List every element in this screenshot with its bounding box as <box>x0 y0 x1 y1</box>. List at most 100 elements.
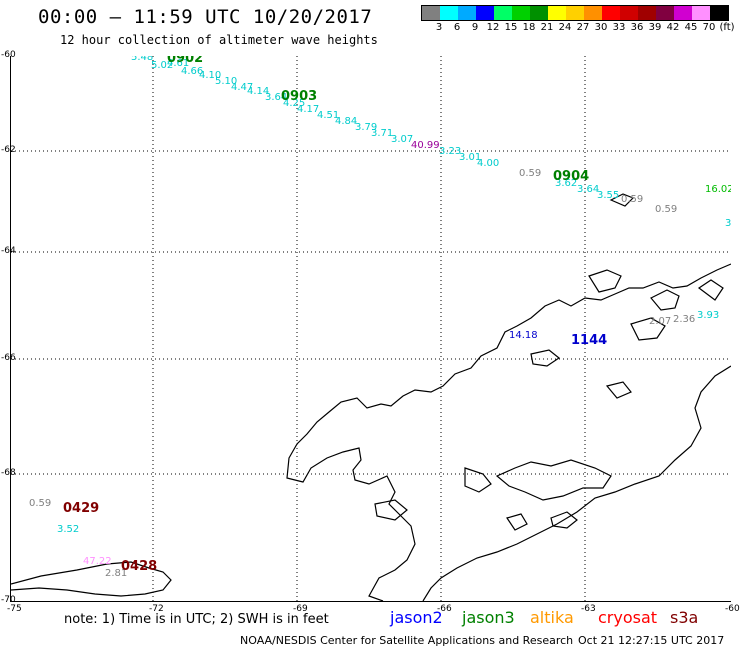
latitude-label: -66 <box>1 353 16 363</box>
wave-height-label: 3.71 <box>371 128 393 139</box>
wave-height-label: 4.61 <box>167 58 189 69</box>
latitude-label: -68 <box>1 468 16 478</box>
legend-label: 45 <box>684 22 698 33</box>
wave-height-label: 40.99 <box>411 140 440 151</box>
graticule <box>11 56 731 601</box>
wave-height-label: 0.59 <box>655 204 677 215</box>
legend-label: 39 <box>648 22 662 33</box>
wave-height-label: 3.93 <box>697 310 719 321</box>
wave-height-label: 5.10 <box>215 76 237 87</box>
legend-label: 6 <box>453 22 461 33</box>
legend-label: 36 <box>630 22 644 33</box>
map-title: 00:00 – 11:59 UTC 10/20/2017 <box>38 6 373 28</box>
legend-swatch <box>674 6 692 20</box>
wave-height-label: 4.00 <box>477 158 499 169</box>
legend-swatch <box>602 6 620 20</box>
map-canvas: 5.485.024.614.664.105.104.474.143.644.25… <box>11 56 731 601</box>
latitude-label: -62 <box>1 145 16 155</box>
wave-height-label: 3.79 <box>355 122 377 133</box>
wave-height-label: 5.02 <box>151 60 173 71</box>
wave-height-label: 2.81 <box>105 568 127 579</box>
legend-label: 18 <box>522 22 536 33</box>
wave-height-label: 14.18 <box>509 330 538 341</box>
wave-height-label: 3.62 <box>555 178 577 189</box>
legend-swatch <box>584 6 602 20</box>
legend-swatch <box>638 6 656 20</box>
wave-height-label: 47.22 <box>83 556 112 567</box>
longitude-label: -66 <box>437 604 452 614</box>
satellite-name: altika <box>530 608 574 627</box>
legend-swatch <box>548 6 566 20</box>
pass-time-label: 0429 <box>63 501 99 516</box>
legend-swatch <box>566 6 584 20</box>
legend-label: 9 <box>471 22 479 33</box>
legend-swatch <box>458 6 476 20</box>
satellite-name: cryosat <box>598 608 658 627</box>
legend-label: 27 <box>576 22 590 33</box>
longitude-label: -69 <box>293 604 308 614</box>
wave-height-label: 3.52 <box>57 524 79 535</box>
wave-height-label: 4.84 <box>335 116 357 127</box>
legend-swatch <box>692 6 710 20</box>
wave-height-label: 3.07 <box>391 134 413 145</box>
wave-height-label: 4.10 <box>199 70 221 81</box>
map-subtitle: 12 hour collection of altimeter wave hei… <box>60 33 378 47</box>
legend-swatch <box>620 6 638 20</box>
legend-swatch <box>512 6 530 20</box>
legend-label: 3 <box>435 22 443 33</box>
legend-label: 33 <box>612 22 626 33</box>
latitude-label: -60 <box>1 50 16 60</box>
legend-swatch <box>710 6 728 20</box>
longitude-label: -72 <box>149 604 164 614</box>
wave-height-label: 4.51 <box>317 110 339 121</box>
longitude-label: -75 <box>7 604 22 614</box>
legend-swatch <box>656 6 674 20</box>
legend-swatch <box>494 6 512 20</box>
wave-height-map: 5.48 5.02 4.61 4.66 4.10 5.10 4.47 4.14 3.64 4.25… <box>1 50 740 614</box>
legend-label: 24 <box>558 22 572 33</box>
latitude-label: -70 <box>1 595 16 605</box>
legend-label: 70 <box>702 22 716 33</box>
wave-height-label: 0.59 <box>519 168 541 179</box>
wave-height-label: 5.48 <box>131 56 153 63</box>
wave-height-label: 4.47 <box>231 82 253 93</box>
wave-height-label: 0.59 <box>621 194 643 205</box>
footer-timestamp: Oct 21 12:27:15 UTC 2017 <box>578 634 725 647</box>
wave-height-label: 3.02 <box>725 218 731 229</box>
legend-label: 15 <box>504 22 518 33</box>
wave-height-label: 2.36 <box>673 314 695 325</box>
pass-time-label: 0903 <box>281 89 317 104</box>
longitude-label: -60 <box>725 604 740 614</box>
wave-height-label: 3.55 <box>597 190 619 201</box>
pass-time-label: 0904 <box>553 169 589 184</box>
legend-label: 30 <box>594 22 608 33</box>
pass-time-label: 0428 <box>121 559 157 574</box>
latitude-label: -64 <box>1 246 16 256</box>
wave-height-label: 4.66 <box>181 66 203 77</box>
legend-swatch <box>530 6 548 20</box>
wave-height-label: 3.01 <box>459 152 481 163</box>
longitude-label: -63 <box>581 604 596 614</box>
satellite-name: jason2 <box>390 608 443 627</box>
satellite-name: jason3 <box>462 608 515 627</box>
wave-height-label: 3.64 <box>265 92 287 103</box>
pass-time-label: 0902 <box>167 56 203 66</box>
color-scale-labels: 3 6 9 12 15 18 21 24 27 30 33 36 39 42 45 70 (ft) <box>421 22 735 34</box>
legend-label: 21 <box>540 22 554 33</box>
footer-credit: NOAA/NESDIS Center for Satellite Applica… <box>240 634 574 647</box>
wave-height-label: 3.64 <box>577 184 599 195</box>
legend-label: (ft) <box>719 22 735 33</box>
wave-height-label: 0.59 <box>29 498 51 509</box>
satellite-name: s3a <box>670 608 699 627</box>
wave-height-label: 4.14 <box>247 86 269 97</box>
wave-height-label: 4.25 <box>283 98 305 109</box>
pass-time-label: 1144 <box>571 333 607 348</box>
satellite-tracks: 5.485.024.614.664.105.104.474.143.644.25… <box>29 56 731 579</box>
wave-height-label: 3.23 <box>439 146 461 157</box>
legend-label: 12 <box>486 22 500 33</box>
wave-height-label: 16.02 <box>705 184 731 195</box>
legend-swatch <box>440 6 458 20</box>
legend-swatch <box>422 6 440 20</box>
color-scale-legend <box>421 5 729 21</box>
note-text: note: 1) Time is in UTC; 2) SWH is in fe… <box>64 612 329 627</box>
